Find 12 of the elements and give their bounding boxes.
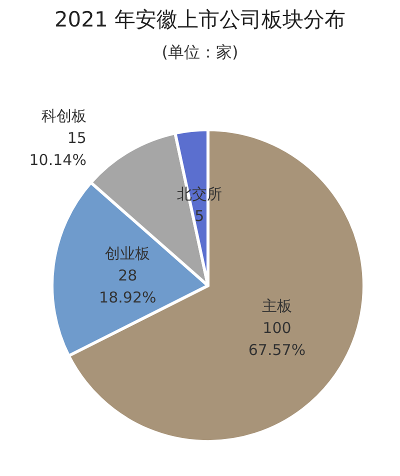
text: 10.14% xyxy=(29,151,86,170)
data-label: 5 xyxy=(194,207,204,226)
slice-label: 科创板 xyxy=(41,107,86,126)
text: 18.92% xyxy=(99,288,156,306)
data-label: 28 xyxy=(118,266,138,284)
slice-label: 主板 xyxy=(262,297,292,316)
text: 67.57% xyxy=(248,341,306,360)
chart-subtitle: (单位：家) xyxy=(162,42,238,62)
chart-title: 2021 年安徽上市公司板块分布 xyxy=(54,8,346,32)
slice-label: 创业板 xyxy=(105,244,150,262)
data-label: 15 xyxy=(67,129,86,148)
data-label: 100 xyxy=(262,319,292,338)
